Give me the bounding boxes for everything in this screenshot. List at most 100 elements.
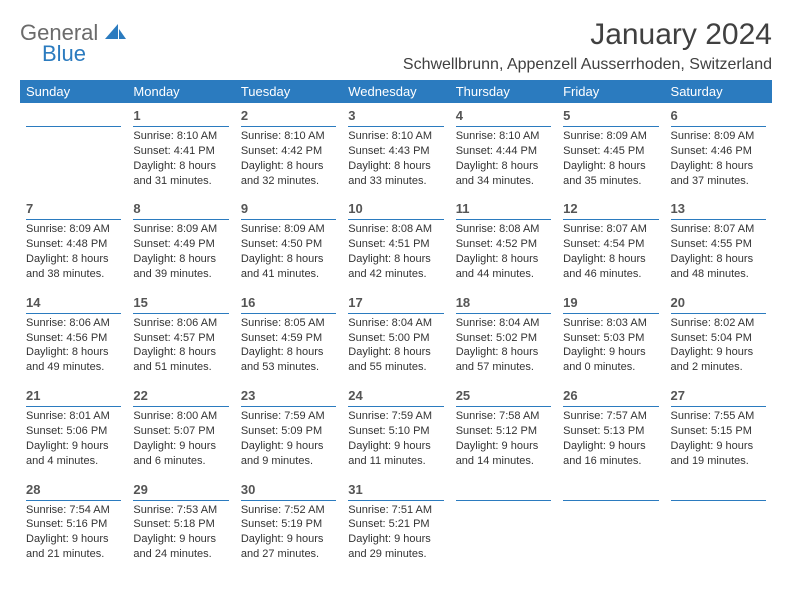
day-number: 18 [456, 295, 470, 310]
calendar-week: 14 Sunrise: 8:06 AMSunset: 4:56 PMDayligh… [20, 290, 772, 383]
logo-text-block: General Blue [20, 22, 127, 65]
calendar-cell [450, 477, 557, 570]
day-header: Sunday [20, 80, 127, 103]
day-number: 21 [26, 388, 40, 403]
day-number: 8 [133, 201, 140, 216]
day-info: Sunrise: 8:08 AMSunset: 4:51 PMDaylight:… [348, 222, 443, 281]
day-number-row: 17 [348, 292, 443, 314]
day-number-row [456, 479, 551, 501]
day-number-row: 28 [26, 479, 121, 501]
calendar-week: 28 Sunrise: 7:54 AMSunset: 5:16 PMDayligh… [20, 477, 772, 570]
calendar-cell: 23Sunrise: 7:59 AMSunset: 5:09 PMDayligh… [235, 383, 342, 476]
day-number: 16 [241, 295, 255, 310]
day-number: 5 [563, 108, 570, 123]
calendar-cell: 18 Sunrise: 8:04 AMSunset: 5:02 PMDayligh… [450, 290, 557, 383]
day-number: 22 [133, 388, 147, 403]
day-info: Sunrise: 8:01 AMSunset: 5:06 PMDaylight:… [26, 409, 121, 468]
day-info: Sunrise: 8:10 AMSunset: 4:43 PMDaylight:… [348, 129, 443, 188]
day-number: 19 [563, 295, 577, 310]
day-number: 27 [671, 388, 685, 403]
calendar-cell: 3 Sunrise: 8:10 AMSunset: 4:43 PMDaylight… [342, 103, 449, 196]
day-info: Sunrise: 8:08 AMSunset: 4:52 PMDaylight:… [456, 222, 551, 281]
day-number: 29 [133, 482, 147, 497]
calendar-cell: 27Sunrise: 7:55 AMSunset: 5:15 PMDayligh… [665, 383, 772, 476]
day-number-row: 8 [133, 198, 228, 220]
day-number-row: 15 [133, 292, 228, 314]
calendar-cell: 1 Sunrise: 8:10 AMSunset: 4:41 PMDaylight… [127, 103, 234, 196]
day-number: 24 [348, 388, 362, 403]
day-info: Sunrise: 8:10 AMSunset: 4:41 PMDaylight:… [133, 129, 228, 188]
day-number: 26 [563, 388, 577, 403]
day-number-row: 21 [26, 385, 121, 407]
calendar-cell: 22 Sunrise: 8:00 AMSunset: 5:07 PMDayligh… [127, 383, 234, 476]
calendar-cell: 2Sunrise: 8:10 AMSunset: 4:42 PMDaylight… [235, 103, 342, 196]
day-number-row: 16 [241, 292, 336, 314]
day-number [563, 482, 567, 497]
day-info: Sunrise: 8:00 AMSunset: 5:07 PMDaylight:… [133, 409, 228, 468]
day-info: Sunrise: 7:59 AMSunset: 5:10 PMDaylight:… [348, 409, 443, 468]
day-number-row: 3 [348, 105, 443, 127]
calendar-cell: 11Sunrise: 8:08 AMSunset: 4:52 PMDayligh… [450, 196, 557, 289]
day-info: Sunrise: 8:10 AMSunset: 4:42 PMDaylight:… [241, 129, 336, 188]
calendar-cell [665, 477, 772, 570]
calendar-cell: 12Sunrise: 8:07 AMSunset: 4:54 PMDayligh… [557, 196, 664, 289]
day-number: 28 [26, 482, 40, 497]
day-number-row [671, 479, 766, 501]
day-number-row: 7 [26, 198, 121, 220]
day-number-row: 19 [563, 292, 658, 314]
day-header: Wednesday [342, 80, 449, 103]
day-number: 6 [671, 108, 678, 123]
day-info: Sunrise: 8:07 AMSunset: 4:54 PMDaylight:… [563, 222, 658, 281]
calendar-cell: 15Sunrise: 8:06 AMSunset: 4:57 PMDayligh… [127, 290, 234, 383]
day-info: Sunrise: 8:09 AMSunset: 4:50 PMDaylight:… [241, 222, 336, 281]
day-header-row: SundayMondayTuesdayWednesdayThursdayFrid… [20, 80, 772, 103]
day-info: Sunrise: 8:04 AMSunset: 5:02 PMDaylight:… [456, 316, 551, 375]
day-info: Sunrise: 8:03 AMSunset: 5:03 PMDaylight:… [563, 316, 658, 375]
day-number-row: 11 [456, 198, 551, 220]
day-number [671, 482, 675, 497]
day-info: Sunrise: 8:06 AMSunset: 4:57 PMDaylight:… [133, 316, 228, 375]
calendar-cell: 4Sunrise: 8:10 AMSunset: 4:44 PMDaylight… [450, 103, 557, 196]
day-number: 9 [241, 201, 248, 216]
calendar-week: 21 Sunrise: 8:01 AMSunset: 5:06 PMDayligh… [20, 383, 772, 476]
day-number-row: 6 [671, 105, 766, 127]
header: General Blue January 2024 Schwellbrunn, … [20, 18, 772, 74]
day-number: 31 [348, 482, 362, 497]
day-info: Sunrise: 8:09 AMSunset: 4:48 PMDaylight:… [26, 222, 121, 281]
day-info: Sunrise: 8:06 AMSunset: 4:56 PMDaylight:… [26, 316, 121, 375]
calendar-cell: 13Sunrise: 8:07 AMSunset: 4:55 PMDayligh… [665, 196, 772, 289]
day-info: Sunrise: 7:52 AMSunset: 5:19 PMDaylight:… [241, 503, 336, 562]
day-info: Sunrise: 7:59 AMSunset: 5:09 PMDaylight:… [241, 409, 336, 468]
day-number: 20 [671, 295, 685, 310]
day-number: 13 [671, 201, 685, 216]
calendar-cell: 17Sunrise: 8:04 AMSunset: 5:00 PMDayligh… [342, 290, 449, 383]
day-info: Sunrise: 7:51 AMSunset: 5:21 PMDaylight:… [348, 503, 443, 562]
title-block: January 2024 Schwellbrunn, Appenzell Aus… [403, 18, 772, 74]
day-number-row: 10 [348, 198, 443, 220]
day-number-row: 22 [133, 385, 228, 407]
day-number-row: 23 [241, 385, 336, 407]
day-number-row [563, 479, 658, 501]
logo: General Blue [20, 18, 127, 65]
calendar-head: SundayMondayTuesdayWednesdayThursdayFrid… [20, 80, 772, 103]
calendar-cell [20, 103, 127, 196]
day-number-row: 5 [563, 105, 658, 127]
day-info: Sunrise: 7:54 AMSunset: 5:16 PMDaylight:… [26, 503, 121, 562]
day-header: Thursday [450, 80, 557, 103]
day-info: Sunrise: 8:09 AMSunset: 4:46 PMDaylight:… [671, 129, 766, 188]
day-number-row: 25 [456, 385, 551, 407]
day-number-row: 12 [563, 198, 658, 220]
day-number-row: 1 [133, 105, 228, 127]
day-number-row: 24 [348, 385, 443, 407]
day-number-row: 4 [456, 105, 551, 127]
calendar-cell: 25Sunrise: 7:58 AMSunset: 5:12 PMDayligh… [450, 383, 557, 476]
day-number: 14 [26, 295, 40, 310]
day-number: 3 [348, 108, 355, 123]
day-number: 1 [133, 108, 140, 123]
day-info: Sunrise: 7:53 AMSunset: 5:18 PMDaylight:… [133, 503, 228, 562]
calendar-cell: 30Sunrise: 7:52 AMSunset: 5:19 PMDayligh… [235, 477, 342, 570]
calendar-cell: 21 Sunrise: 8:01 AMSunset: 5:06 PMDayligh… [20, 383, 127, 476]
day-info: Sunrise: 7:58 AMSunset: 5:12 PMDaylight:… [456, 409, 551, 468]
calendar-cell: 6 Sunrise: 8:09 AMSunset: 4:46 PMDaylight… [665, 103, 772, 196]
day-number-row: 26 [563, 385, 658, 407]
